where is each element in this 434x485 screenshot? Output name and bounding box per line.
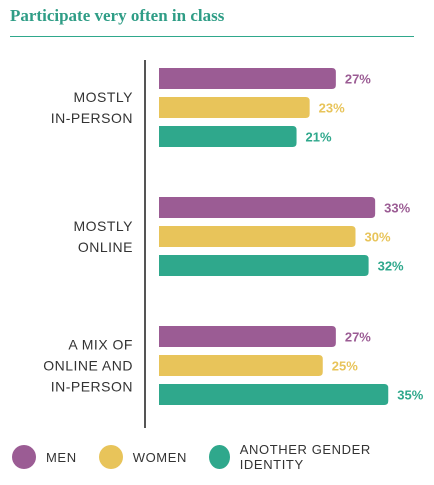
legend-swatch-men (12, 445, 36, 469)
legend-item-another: ANOTHER GENDER IDENTITY (208, 442, 412, 472)
data-label: 25% (332, 359, 358, 374)
category-label: ONLINE AND (43, 358, 133, 374)
data-label: 33% (384, 201, 410, 216)
data-label: 35% (397, 388, 423, 403)
legend-item-women: WOMEN (98, 445, 187, 469)
category-label: IN-PERSON (51, 110, 133, 126)
legend: MEN WOMEN ANOTHER GENDER IDENTITY (12, 442, 434, 472)
bar-women (159, 226, 356, 247)
category-label: A MIX OF (68, 337, 133, 353)
category-label: IN-PERSON (51, 379, 133, 395)
legend-swatch-women (98, 445, 123, 469)
legend-item-men: MEN (12, 445, 77, 469)
legend-swatch-another (208, 445, 230, 469)
title-divider (10, 36, 414, 37)
data-label: 32% (378, 259, 404, 274)
data-label: 21% (306, 130, 332, 145)
bar-men (159, 326, 336, 347)
bar-another-gender-identity (159, 384, 389, 405)
bar-another-gender-identity (159, 255, 369, 276)
legend-label-another: ANOTHER GENDER IDENTITY (239, 442, 371, 472)
legend-label-men: MEN (46, 449, 77, 465)
category-label: MOSTLY (73, 218, 133, 234)
category-label: ONLINE (78, 239, 133, 255)
chart-title: Participate very often in class (10, 6, 225, 25)
data-label: 30% (365, 230, 391, 245)
data-label: 23% (319, 101, 345, 116)
bar-chart: MOSTLYIN-PERSON27%23%21%MOSTLYONLINE33%3… (43, 60, 424, 428)
bar-women (159, 355, 323, 376)
category-label: MOSTLY (73, 89, 133, 105)
legend-label-women: WOMEN (132, 449, 187, 465)
bar-men (159, 68, 336, 89)
bar-another-gender-identity (159, 126, 297, 147)
data-label: 27% (345, 330, 371, 345)
data-label: 27% (345, 72, 371, 87)
bar-men (159, 197, 376, 218)
bar-women (159, 97, 310, 118)
